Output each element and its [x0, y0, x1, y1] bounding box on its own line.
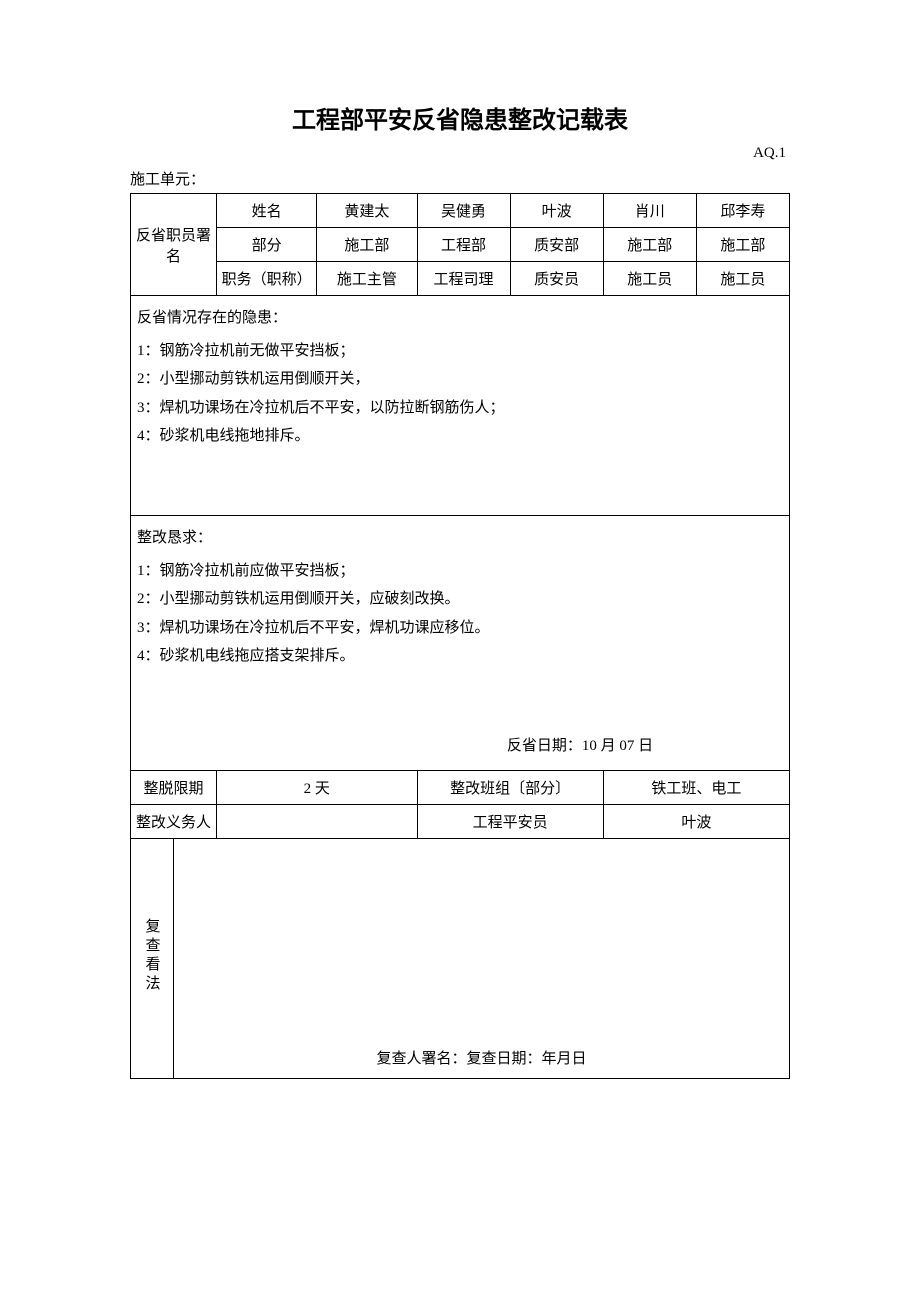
hazards-item-0: 1：钢筋冷拉机前无做平安挡板；	[137, 337, 783, 366]
hazards-item-2: 3：焊机功课场在冷拉机后不平安，以防拉断钢筋伤人；	[137, 394, 783, 423]
signers-row-label: 反省职员署名	[131, 194, 217, 296]
header-name: 姓名	[216, 194, 316, 228]
person-1-dept: 工程部	[417, 228, 510, 262]
person-2-name: 叶波	[510, 194, 603, 228]
signers-row-role: 职务（职称） 施工主管 工程司理 质安员 施工员 施工员	[131, 262, 790, 296]
person-4-dept: 施工部	[696, 228, 789, 262]
rectify-row: 整改恳求： 1：钢筋冷拉机前应做平安挡板； 2：小型挪动剪铁机运用倒顺开关，应破…	[131, 516, 790, 771]
person-3-name: 肖川	[603, 194, 696, 228]
person-3-dept: 施工部	[603, 228, 696, 262]
inspection-date: 反省日期：10 月 07 日	[131, 732, 789, 761]
person-0-name: 黄建太	[317, 194, 417, 228]
person-0-role: 施工主管	[317, 262, 417, 296]
person-4-name: 邱李寿	[696, 194, 789, 228]
person-2-dept: 质安部	[510, 228, 603, 262]
deadline-value: 2 天	[216, 771, 417, 805]
team-value: 铁工班、电工	[603, 771, 789, 805]
hazards-cell: 反省情况存在的隐患： 1：钢筋冷拉机前无做平安挡板； 2：小型挪动剪铁机运用倒顺…	[131, 296, 790, 516]
person-0-dept: 施工部	[317, 228, 417, 262]
hazards-label: 反省情况存在的隐患：	[137, 304, 783, 333]
rectify-cell: 整改恳求： 1：钢筋冷拉机前应做平安挡板； 2：小型挪动剪铁机运用倒顺开关，应破…	[131, 516, 790, 771]
review-label-cell: 复查看法	[131, 839, 174, 1079]
safety-label: 工程平安员	[417, 805, 603, 839]
review-footer: 复查人署名：复查日期：年月日	[178, 1047, 785, 1068]
construction-unit-line: 施工单元：	[130, 168, 790, 189]
responsible-value	[216, 805, 417, 839]
responsible-label: 整改义务人	[131, 805, 217, 839]
review-label: 复查看法	[141, 918, 162, 994]
person-1-role: 工程司理	[417, 262, 510, 296]
person-2-role: 质安员	[510, 262, 603, 296]
hazards-row: 反省情况存在的隐患： 1：钢筋冷拉机前无做平安挡板； 2：小型挪动剪铁机运用倒顺…	[131, 296, 790, 516]
rectify-item-1: 2：小型挪动剪铁机运用倒顺开关，应破刻改换。	[137, 585, 783, 614]
person-3-role: 施工员	[603, 262, 696, 296]
rectify-label: 整改恳求：	[137, 524, 783, 553]
person-1-name: 吴健勇	[417, 194, 510, 228]
team-label: 整改班组〔部分〕	[417, 771, 603, 805]
document-code: AQ.1	[130, 145, 790, 162]
rectify-item-0: 1：钢筋冷拉机前应做平安挡板；	[137, 557, 783, 586]
responsible-row: 整改义务人 工程平安员 叶波	[131, 805, 790, 839]
deadline-label: 整脱限期	[131, 771, 217, 805]
review-content-cell: 复查人署名：复查日期：年月日	[173, 839, 789, 1079]
person-4-role: 施工员	[696, 262, 789, 296]
main-table: 反省职员署名 姓名 黄建太 吴健勇 叶波 肖川 邱李寿 部分 施工部 工程部 质…	[130, 193, 790, 1079]
hazards-item-3: 4：砂浆机电线拖地排斥。	[137, 422, 783, 451]
signers-row-dept: 部分 施工部 工程部 质安部 施工部 施工部	[131, 228, 790, 262]
deadline-row: 整脱限期 2 天 整改班组〔部分〕 铁工班、电工	[131, 771, 790, 805]
unit-label: 施工单元：	[130, 172, 205, 188]
signers-row-name: 反省职员署名 姓名 黄建太 吴健勇 叶波 肖川 邱李寿	[131, 194, 790, 228]
review-row: 复查看法 复查人署名：复查日期：年月日	[131, 839, 790, 1079]
hazards-item-1: 2：小型挪动剪铁机运用倒顺开关，	[137, 365, 783, 394]
header-dept: 部分	[216, 228, 316, 262]
header-role: 职务（职称）	[216, 262, 316, 296]
rectify-item-2: 3：焊机功课场在冷拉机后不平安，焊机功课应移位。	[137, 614, 783, 643]
safety-value: 叶波	[603, 805, 789, 839]
document-title: 工程部平安反省隐患整改记载表	[130, 100, 790, 135]
rectify-item-3: 4：砂浆机电线拖应搭支架排斥。	[137, 642, 783, 671]
